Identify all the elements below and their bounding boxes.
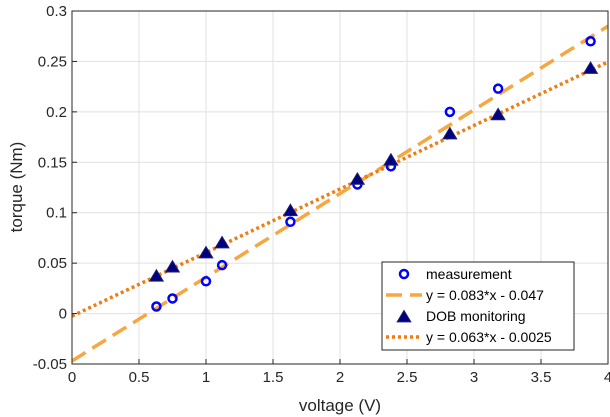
x-tick-label: 3.5 — [531, 369, 552, 386]
measurement-point — [200, 276, 212, 287]
x-tick-label: 1 — [202, 369, 210, 386]
dob-point — [164, 259, 181, 273]
dob-point — [349, 171, 366, 185]
y-tick-label: 0.3 — [46, 3, 67, 20]
data-points — [148, 36, 599, 312]
x-tick-label: 2.5 — [397, 369, 418, 386]
dob-point — [148, 268, 165, 282]
legend-label: y = 0.063*x - 0.0025 — [426, 329, 552, 345]
y-tick-label: -0.05 — [33, 356, 67, 373]
legend-marker-measurement — [398, 268, 410, 280]
measurement-point — [151, 301, 162, 312]
measurement-point — [492, 83, 504, 94]
measurement-point — [285, 216, 296, 228]
dob-point — [442, 126, 458, 140]
x-tick-label: 0 — [68, 369, 76, 386]
legend-label: DOB monitoring — [426, 308, 526, 324]
x-tick-label: 4 — [604, 369, 610, 386]
measurement-point — [444, 106, 456, 118]
legend: measurement y = 0.083*x - 0.047 DOB monito… — [381, 261, 575, 351]
y-tick-label: 0.15 — [38, 154, 67, 171]
legend-label: y = 0.083*x - 0.047 — [426, 287, 544, 303]
x-axis-label: voltage (V) — [299, 396, 381, 415]
y-tick-label: 0.1 — [46, 205, 67, 222]
measurement-point — [216, 259, 228, 271]
axis-ticks: 0 0.5 1 1.5 2 2.5 3 3.5 4-0.0500.050.10.150.20.2… — [33, 3, 610, 386]
y-axis-label: torque (Nm) — [7, 142, 26, 233]
measurement-point — [167, 293, 178, 304]
x-tick-label: 3 — [470, 369, 478, 386]
dob-point — [490, 107, 506, 121]
measurement-point — [585, 36, 596, 47]
x-tick-label: 2 — [336, 369, 344, 386]
dob-point — [214, 235, 230, 249]
dob-point — [582, 61, 599, 74]
dob-point — [383, 152, 399, 166]
legend-marker-dob — [396, 309, 412, 323]
y-tick-label: 0.2 — [46, 104, 67, 121]
dob-point — [282, 203, 299, 217]
y-tick-label: 0 — [59, 306, 67, 323]
legend-box — [381, 261, 575, 351]
legend-label: measurement — [426, 266, 512, 282]
x-tick-label: 1.5 — [263, 369, 284, 386]
y-tick-label: 0.25 — [38, 53, 67, 70]
x-tick-label: 0.5 — [129, 369, 150, 386]
dob-point — [198, 245, 214, 259]
y-tick-label: 0.05 — [38, 255, 67, 272]
fit-line-3 — [71, 60, 609, 318]
